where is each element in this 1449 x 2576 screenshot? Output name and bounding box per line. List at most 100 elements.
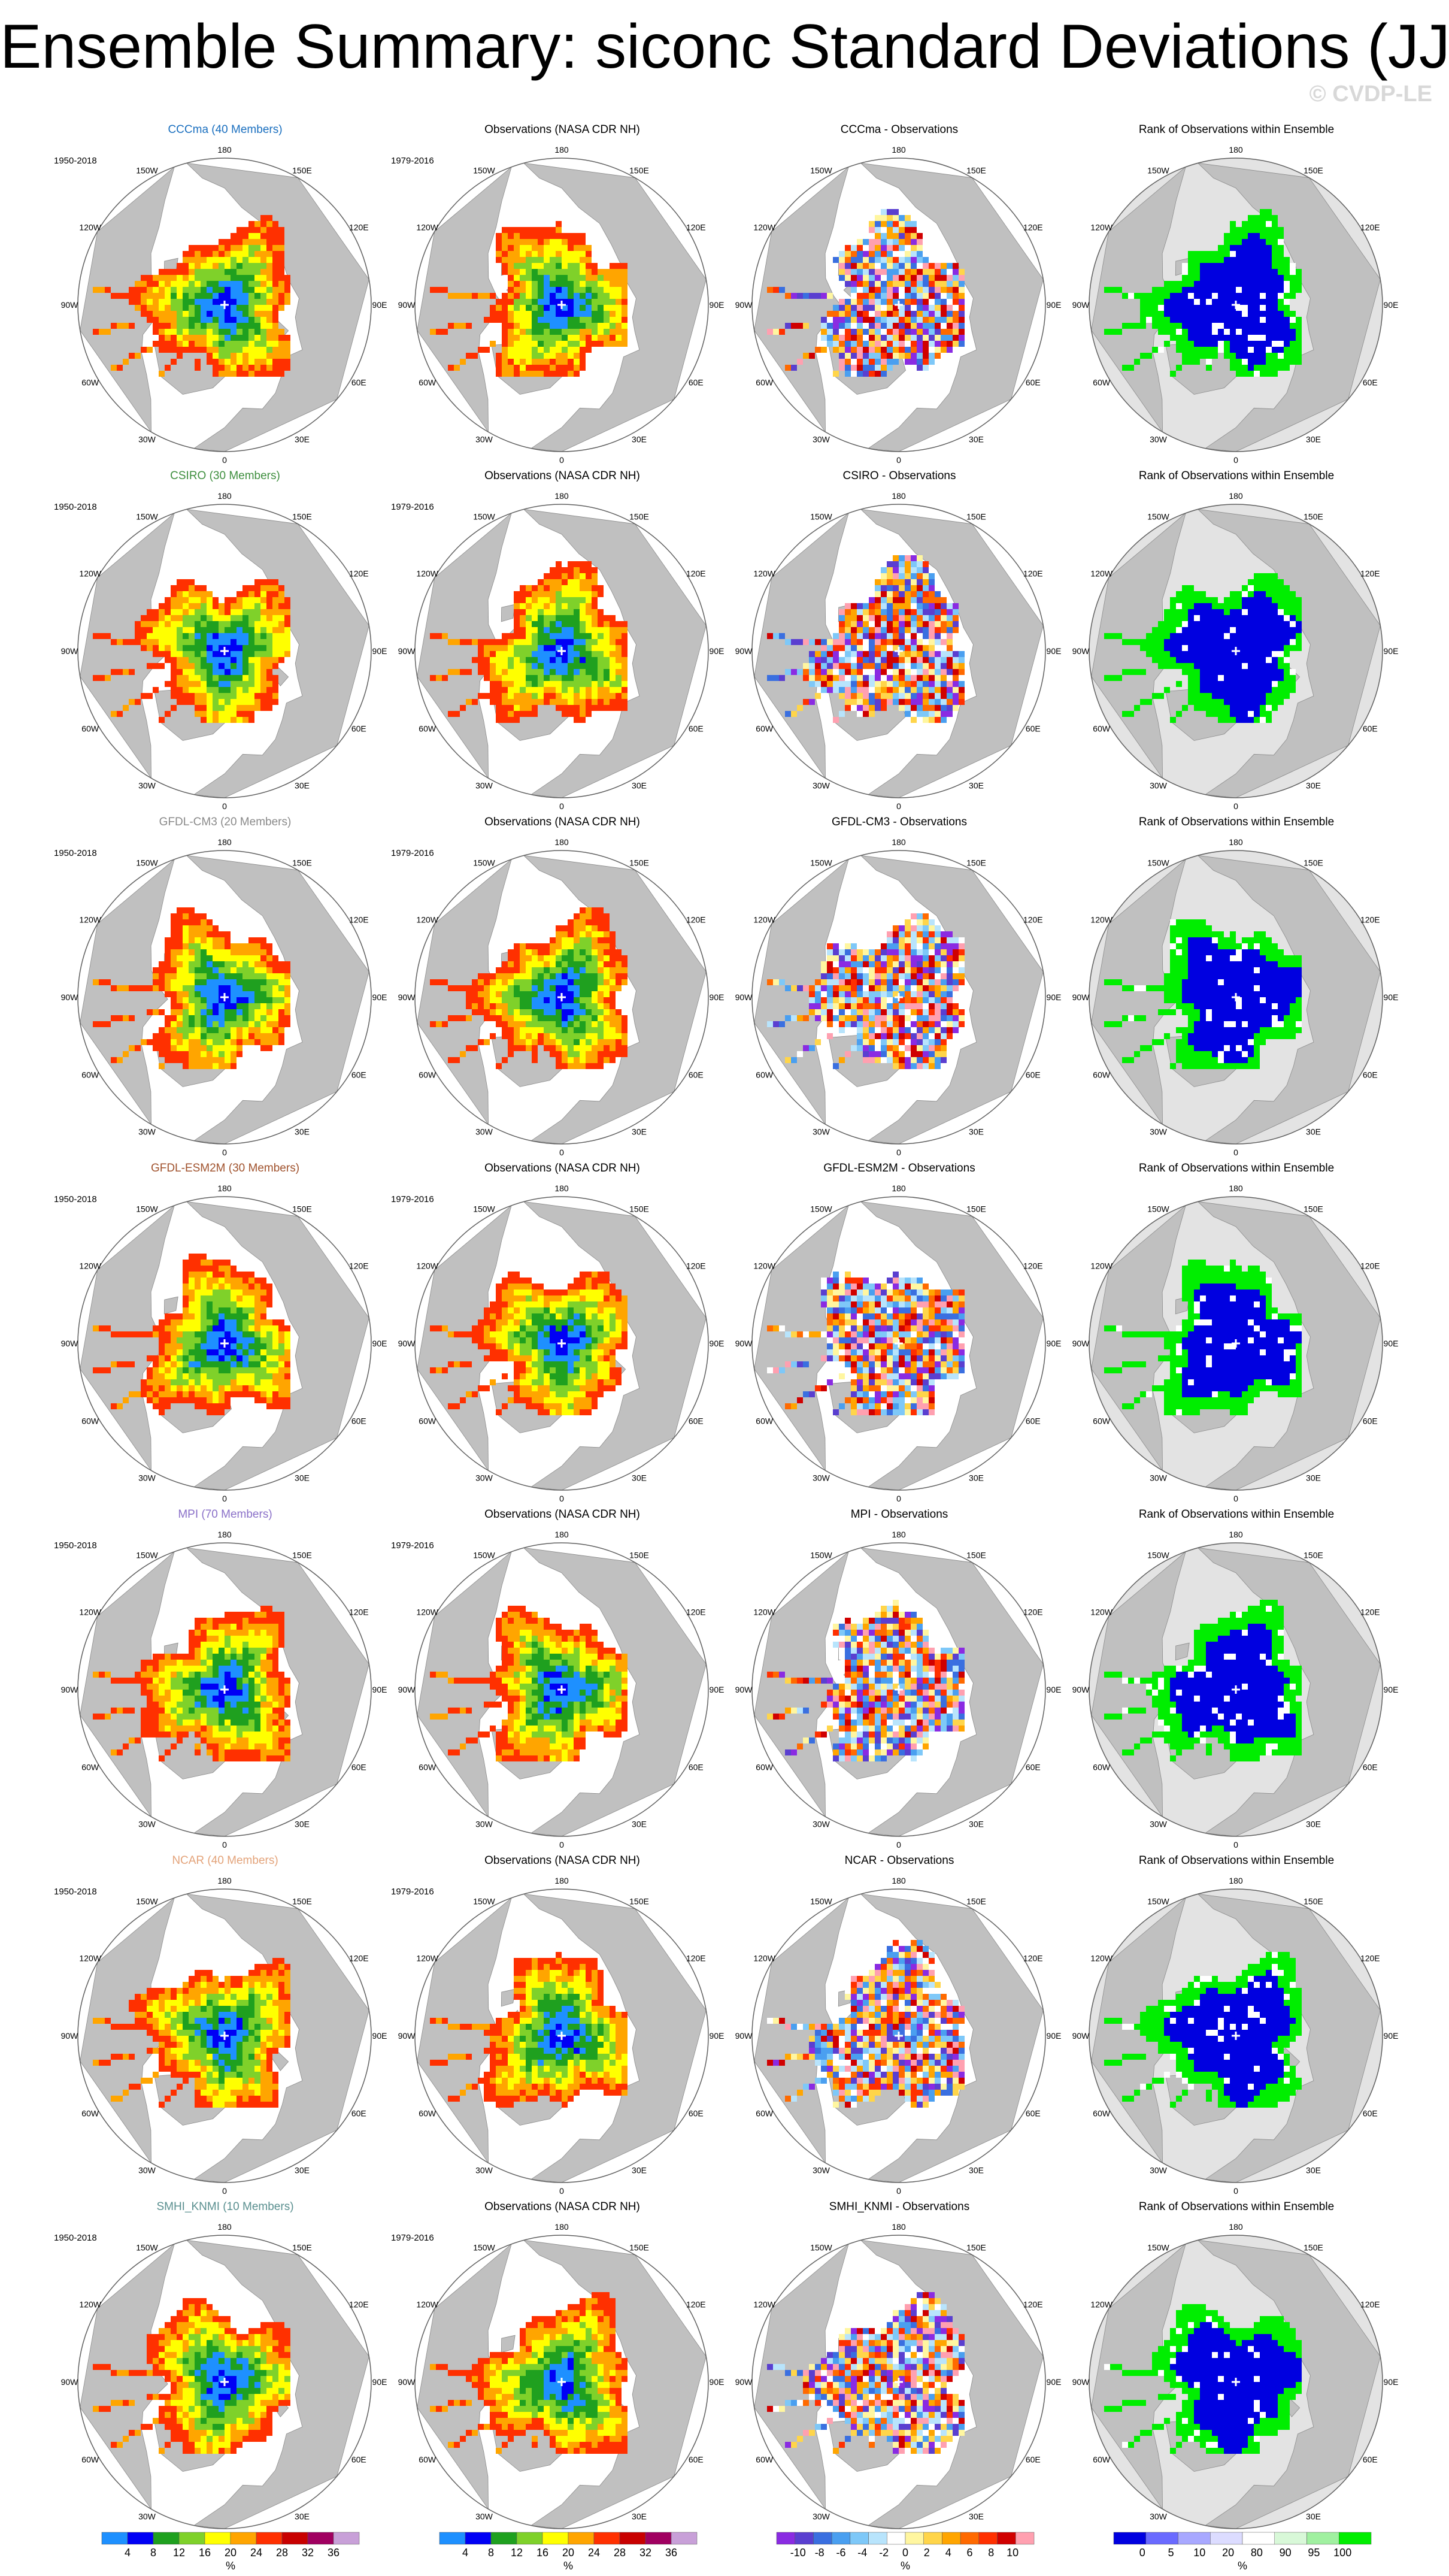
std-ice-cell	[225, 997, 231, 1003]
std-ice-cell	[562, 937, 568, 943]
std-ice-cell	[556, 609, 562, 615]
std-ice-cell	[266, 967, 272, 973]
diff-ice-cell	[881, 365, 887, 371]
rank-ice-cell	[1140, 305, 1146, 311]
std-ice-cell	[520, 275, 526, 281]
std-ice-cell	[496, 675, 502, 681]
diff-ice-cell	[893, 651, 899, 657]
rank-ice-cell	[1242, 645, 1248, 651]
std-ice-cell	[586, 329, 592, 335]
diff-ice-cell	[941, 341, 947, 347]
rank-ice-cell	[1254, 347, 1260, 353]
rank-ice-cell	[1272, 323, 1278, 329]
rank-ice-cell	[1164, 305, 1170, 311]
std-ice-cell	[508, 645, 514, 651]
std-ice-cell	[266, 1045, 272, 1051]
std-ice-cell	[574, 651, 580, 657]
diff-ice-cell	[923, 651, 929, 657]
rank-ice-cell	[1188, 591, 1194, 597]
std-ice-cell	[93, 287, 99, 293]
std-ice-cell	[568, 371, 574, 377]
std-ice-cell	[574, 675, 580, 681]
std-ice-cell	[568, 281, 574, 287]
longitude-label: 30W	[475, 434, 493, 444]
rank-ice-cell	[1248, 263, 1254, 269]
std-ice-cell	[562, 943, 568, 949]
rank-ice-cell	[1200, 353, 1206, 359]
std-ice-cell	[153, 341, 159, 347]
longitude-label: 30E	[632, 434, 647, 444]
rank-ice-cell	[1212, 341, 1218, 347]
rank-ice-cell	[1212, 627, 1218, 633]
diff-ice-cell	[911, 573, 917, 579]
std-ice-cell	[260, 365, 266, 371]
std-ice-cell	[568, 675, 574, 681]
diff-ice-cell	[857, 263, 863, 269]
longitude-label: 180	[554, 491, 569, 501]
rank-ice-cell	[1242, 627, 1248, 633]
std-ice-cell	[123, 985, 129, 991]
diff-ice-cell	[893, 621, 899, 627]
rank-ice-cell	[1242, 281, 1248, 287]
diff-ice-cell	[851, 651, 857, 657]
std-ice-cell	[207, 717, 213, 723]
std-ice-cell	[598, 961, 604, 967]
std-ice-cell	[278, 961, 284, 967]
std-ice-cell	[189, 1063, 195, 1069]
diff-ice-cell	[827, 317, 833, 323]
std-ice-cell	[484, 991, 490, 997]
rank-ice-cell	[1188, 269, 1194, 275]
std-ice-cell	[165, 973, 171, 979]
std-ice-cell	[171, 311, 177, 317]
rank-ice-cell	[1266, 621, 1272, 627]
std-ice-cell	[213, 371, 219, 377]
rank-ice-cell	[1176, 347, 1182, 353]
std-ice-cell	[248, 955, 254, 961]
diff-ice-cell	[863, 669, 869, 675]
rank-ice-cell	[1212, 639, 1218, 645]
diff-ice-cell	[881, 359, 887, 365]
std-ice-cell	[266, 215, 272, 221]
std-ice-cell	[237, 251, 242, 257]
diff-ice-cell	[893, 693, 899, 699]
std-ice-cell	[260, 1045, 266, 1051]
diff-ice-cell	[827, 341, 833, 347]
std-ice-cell	[201, 1045, 207, 1051]
rank-ice-cell	[1188, 633, 1194, 639]
diff-ice-cell	[797, 705, 803, 711]
diff-ice-cell	[863, 365, 869, 371]
std-ice-cell	[237, 991, 242, 997]
std-ice-cell	[538, 281, 544, 287]
diff-ice-cell	[947, 645, 953, 651]
std-ice-cell	[207, 955, 213, 961]
diff-ice-cell	[845, 281, 851, 287]
diff-ice-cell	[911, 711, 917, 717]
std-ice-cell	[466, 323, 472, 329]
std-ice-cell	[225, 245, 231, 251]
rank-ice-cell	[1272, 263, 1278, 269]
std-ice-cell	[278, 245, 284, 251]
std-ice-cell	[478, 645, 484, 651]
std-ice-cell	[165, 1027, 171, 1033]
std-ice-cell	[496, 663, 502, 669]
std-ice-cell	[153, 305, 159, 311]
std-ice-cell	[562, 925, 568, 931]
std-ice-cell	[207, 669, 213, 675]
std-ice-cell	[502, 717, 508, 723]
std-ice-cell	[562, 979, 568, 985]
std-ice-cell	[284, 1021, 290, 1027]
std-ice-cell	[532, 687, 538, 693]
diff-ice-cell	[917, 317, 923, 323]
std-ice-cell	[556, 269, 562, 275]
std-ice-cell	[604, 913, 610, 919]
diff-ice-cell	[959, 281, 965, 287]
std-ice-cell	[622, 967, 628, 973]
std-ice-cell	[242, 245, 248, 251]
std-ice-cell	[598, 639, 604, 645]
pole-marker	[557, 301, 566, 309]
diff-ice-cell	[839, 275, 845, 281]
std-ice-cell	[532, 281, 538, 287]
rank-ice-cell	[1182, 705, 1188, 711]
std-ice-cell	[195, 991, 201, 997]
